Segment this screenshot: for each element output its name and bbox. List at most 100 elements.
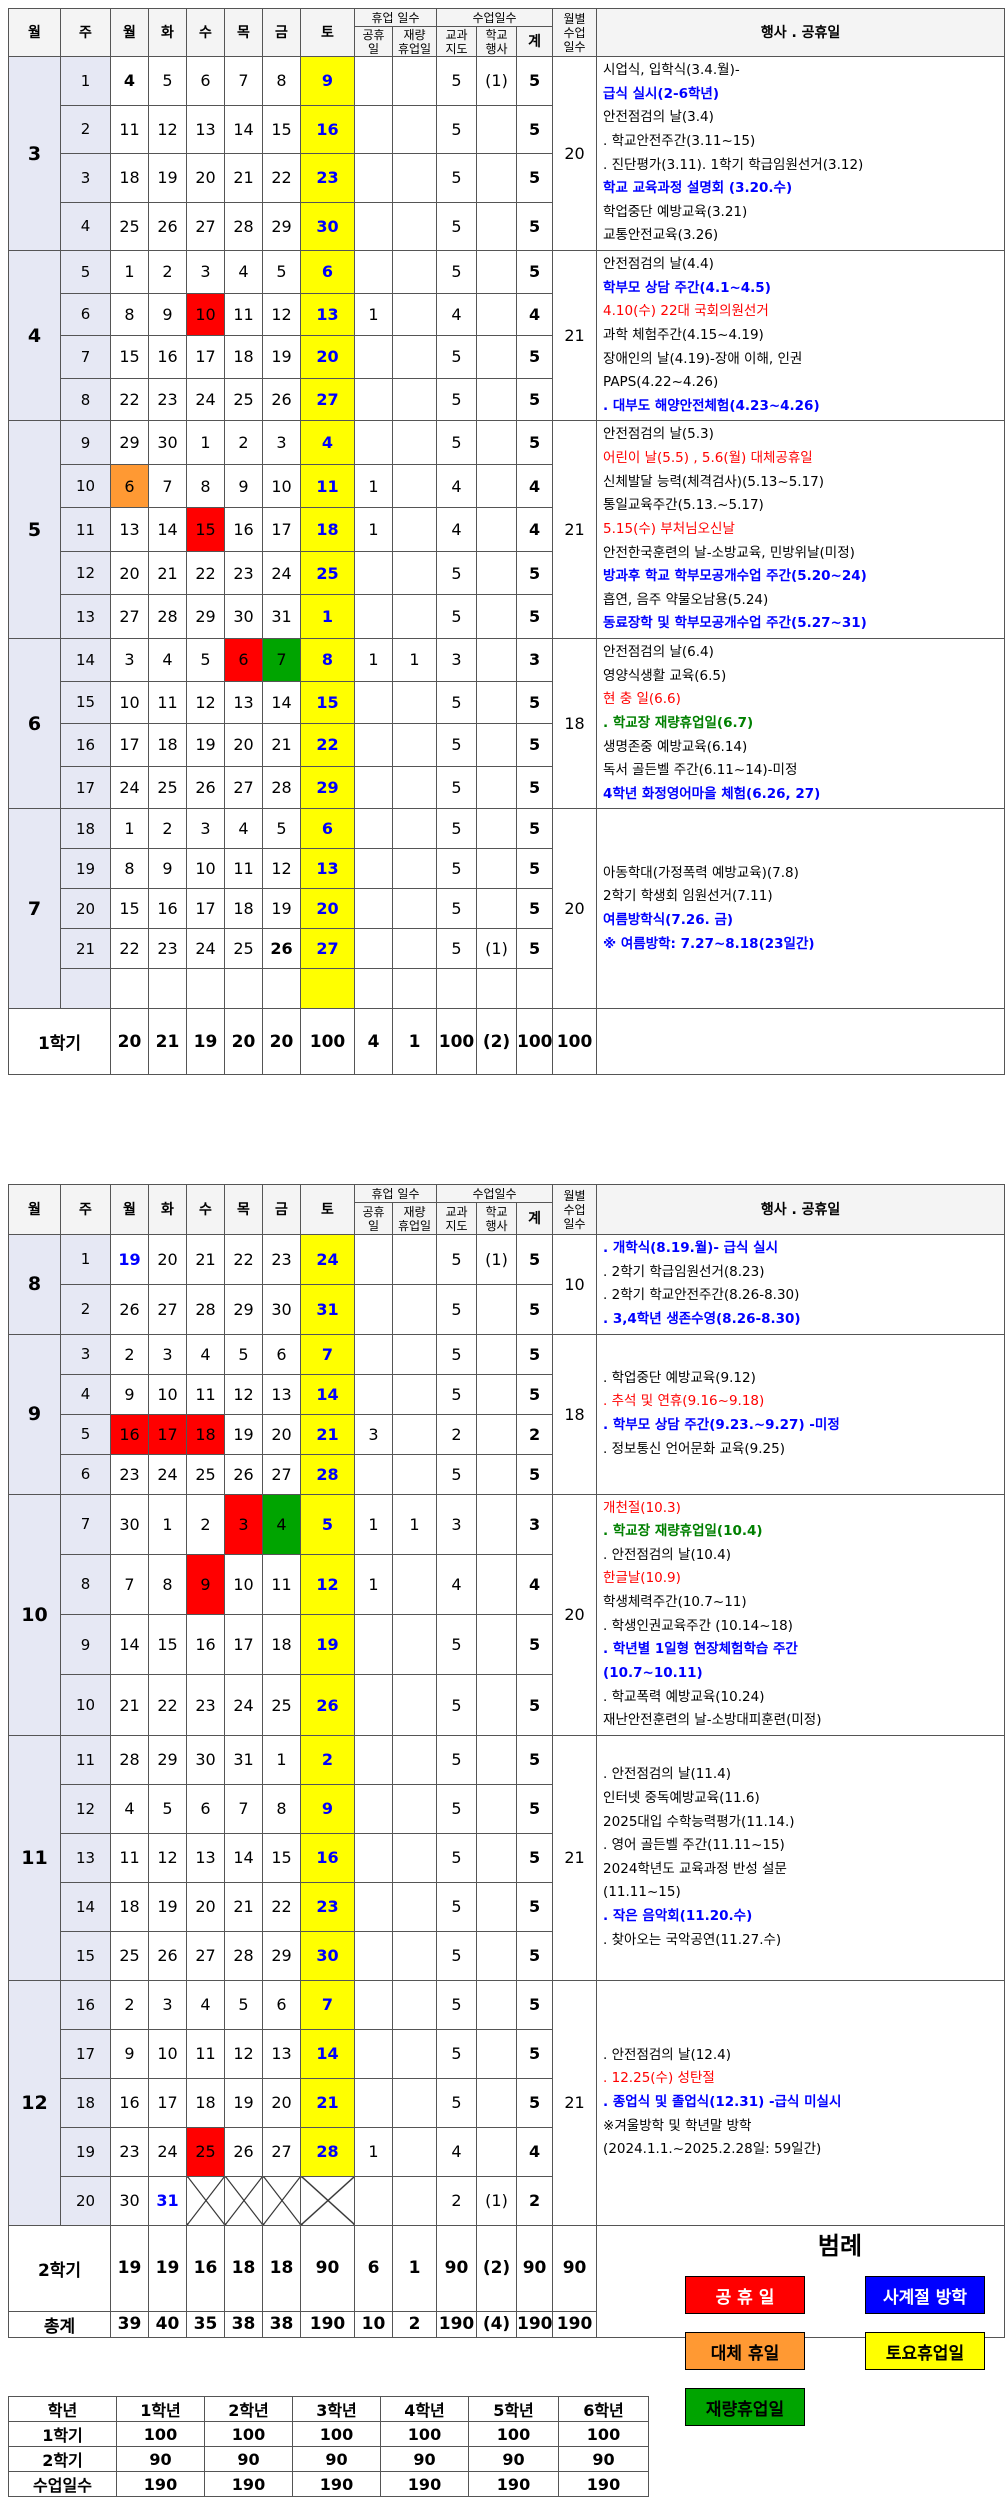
week-row: 19 8 9 10 11 12 13 5 5	[9, 848, 1005, 890]
monthly-total: 20	[552, 56, 598, 251]
date-cell: 5	[262, 808, 301, 850]
date-cell: 6	[262, 1979, 301, 2030]
hdr-discretionary: 재량 휴업일	[391, 26, 438, 57]
date-cell: 16	[224, 507, 263, 552]
date-cell: 27	[262, 2126, 301, 2177]
date-cell: 12	[224, 2028, 263, 2079]
summary-r: 1	[391, 1008, 438, 1076]
discretionary-count	[391, 2175, 438, 2226]
discretionary-count	[391, 1979, 438, 2030]
date-cell: 29	[224, 1283, 263, 1335]
summary-fri: 18	[262, 2224, 301, 2312]
date-cell: 12	[186, 680, 225, 725]
school-event-days	[476, 1979, 518, 2030]
event-item: . 학년별 1일형 현장체험학습 주간	[603, 1641, 798, 1658]
summary-tue: 40	[148, 2310, 187, 2338]
month-cell: 4	[8, 249, 61, 422]
saturday-date-cell: 23	[300, 1881, 355, 1932]
grade-cell: 90	[292, 2446, 381, 2472]
week-row: 17 24 25 26 27 28 29 5 5	[9, 765, 1005, 810]
discretionary-count	[391, 1783, 438, 1834]
hdr-subject-line: 지도	[445, 1218, 468, 1233]
week-row: 19 23 24 25 26 27 28 1 4 4	[9, 2126, 1005, 2177]
date-cell	[186, 968, 225, 1010]
saturday-date-cell: 9	[300, 1783, 355, 1834]
monthly-total: 18	[552, 1333, 598, 1495]
week-number: 5	[60, 250, 111, 294]
school-event-days	[476, 1930, 518, 1981]
date-cell: 6	[262, 1333, 301, 1375]
week-row: 2 26 27 28 29 30 31 5 5	[9, 1283, 1005, 1335]
event-item: 4.10(수) 22대 국회의원선거	[603, 303, 769, 320]
summary-row: 총계 39 40 35 38 38 190 10 2 190 (4) 190 190	[8, 2310, 1005, 2338]
month-cell: 8	[8, 1234, 61, 1335]
date-cell: 30	[110, 2175, 149, 2226]
hdr-week: 주	[60, 8, 111, 57]
date-cell: 3	[186, 808, 225, 850]
saturday-date-cell: 16	[300, 1832, 355, 1883]
date-cell: 7	[224, 1783, 263, 1834]
school-event-days	[476, 335, 518, 379]
date-cell: 15	[262, 104, 301, 154]
event-item: 4학년 화정영어마을 체험(6.26, 27)	[603, 785, 821, 802]
week-total: 5	[516, 1283, 554, 1335]
summary-tue: 21	[148, 1008, 187, 1076]
week-total: 4	[516, 2126, 554, 2177]
month-events: 시업식, 입학식(3.4.월)- 급식 실시(2-6학년) 안전점검의 날(3.4…	[596, 56, 1006, 251]
grade-cell: 100	[468, 2421, 559, 2447]
public-holiday-count	[354, 765, 393, 810]
week-number: 1	[60, 56, 111, 106]
saturday-date-cell: 21	[300, 1413, 355, 1455]
school-event-days	[476, 377, 518, 422]
event-item: PAPS(4.22~4.26)	[603, 374, 719, 391]
date-cell: 7	[110, 1553, 149, 1616]
date-cell: 24	[262, 550, 301, 596]
public-holiday-count	[354, 1614, 393, 1676]
saturday-date-cell: 6	[300, 808, 355, 850]
event-item: . 학교장 재량휴업일(10.4)	[603, 1523, 763, 1540]
subject-days: 5	[436, 888, 478, 930]
month-cell: 11	[8, 1734, 61, 1981]
public-holiday-count	[354, 928, 393, 970]
school-event-days	[476, 1283, 518, 1335]
week-row: 5 16 17 18 19 20 21 3 2 2	[9, 1413, 1005, 1455]
week-total: 5	[516, 1333, 554, 1375]
week-number: 11	[60, 1734, 111, 1785]
hdr-tue: 화	[148, 8, 187, 57]
week-row: 4 5 1 2 3 4 5 6 5 5 21 안전점검의 날(4.4) 학부모 상담 주간(4.1~…	[8, 249, 1006, 422]
date-cell: 10	[148, 2028, 187, 2079]
subject-days: 5	[436, 848, 478, 890]
week-row: 3 1 4 5 6 7 8 9 5 (1) 5 20 시업식, 입학식(3.4.월)- 급식 실시(2-…	[8, 56, 1006, 251]
week-total: 4	[516, 1553, 554, 1616]
date-cell: 18	[186, 1413, 225, 1455]
grade-cell: 190	[380, 2471, 469, 2497]
date-cell: 25	[224, 928, 263, 970]
date-cell: 26	[262, 928, 301, 970]
saturday-date-cell: 25	[300, 550, 355, 596]
date-cell: 17	[110, 723, 149, 767]
week-total: 2	[516, 1413, 554, 1455]
discretionary-count	[391, 1413, 438, 1455]
public-holiday-count	[354, 1234, 393, 1285]
public-holiday-count	[354, 1930, 393, 1981]
week-number: 2	[60, 104, 111, 154]
hdr-holiday: 휴업 일수	[353, 8, 438, 27]
school-event-days: (1)	[476, 1234, 518, 1285]
discretionary-count	[391, 1453, 438, 1495]
public-holiday-count	[354, 1453, 393, 1495]
summary-thu: 38	[224, 2310, 263, 2338]
event-item: 학생체력주간(10.7~11)	[603, 1594, 747, 1610]
hdr-school: 학교 행사	[476, 26, 518, 57]
semester2-table: 월 주 월 화 수 목 금 토 휴업 일수 수업일수 월별 수업 일수 행사 . 공휴일 공휴 일 재량 휴업일 교…	[8, 1184, 1006, 2338]
date-cell: 9	[148, 848, 187, 890]
month-events: . 개학식(8.19.월)- 급식 실시 . 2학기 학급임원선거(8.23) . …	[596, 1234, 1006, 1335]
school-event-days	[476, 1674, 518, 1736]
date-cell: 13	[110, 507, 149, 552]
date-cell: 30	[148, 420, 187, 465]
subject-days: 3	[436, 1493, 478, 1555]
week-row: 8 7 8 9 10 11 12 1 4 4	[9, 1553, 1005, 1616]
date-cell	[262, 968, 301, 1010]
event-item: . 추석 및 연휴(9.16~9.18)	[603, 1393, 765, 1410]
discretionary-count	[391, 250, 438, 294]
event-item: 시업식, 입학식(3.4.월)-	[603, 62, 740, 78]
